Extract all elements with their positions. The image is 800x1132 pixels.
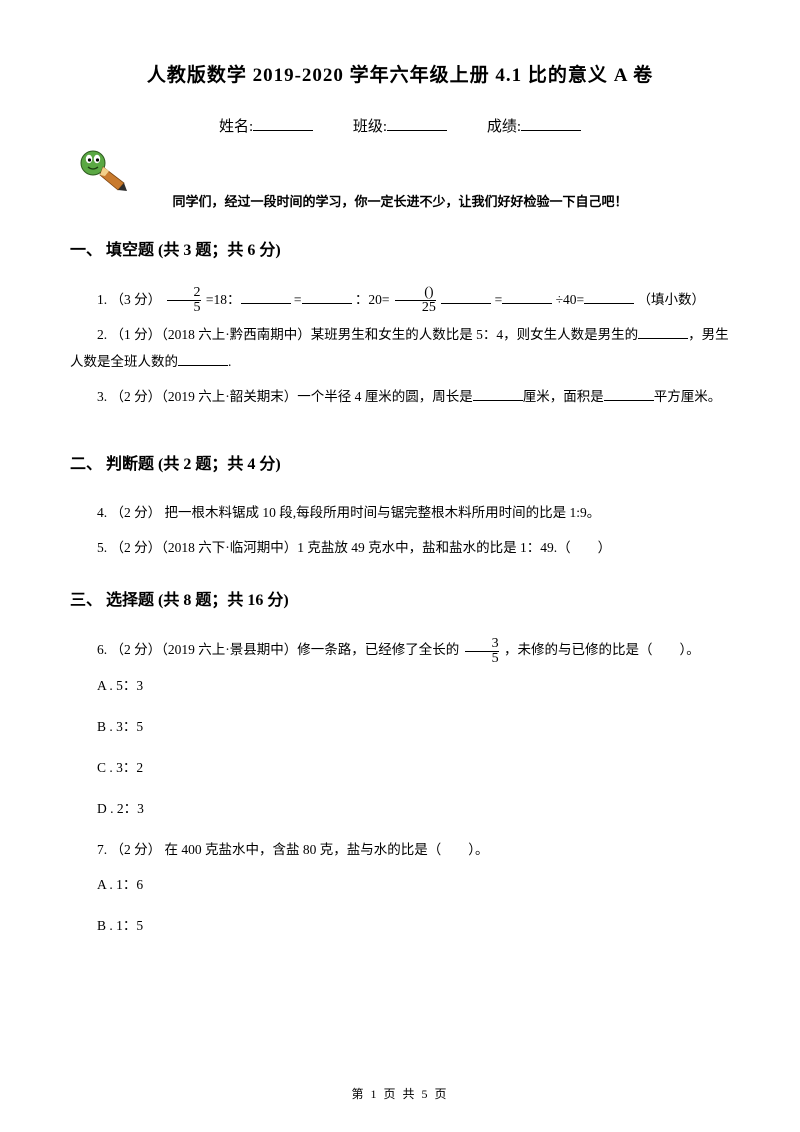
question-3: 3. （2 分）（2019 六上·韶关期末）一个半径 4 厘米的圆，周长是厘米，…	[70, 383, 730, 410]
pencil-icon	[78, 145, 128, 198]
q1-blank-3[interactable]	[441, 290, 491, 305]
page-footer: 第 1 页 共 5 页	[0, 1085, 800, 1102]
score-label: 成绩:	[487, 119, 521, 135]
section-2-head: 二、 判断题 (共 2 题；共 4 分)	[70, 450, 730, 474]
q2-blank-1[interactable]	[638, 325, 688, 340]
intro-text: 同学们，经过一段时间的学习，你一定长进不少，让我们好好检验一下自己吧！	[70, 191, 730, 210]
q3-blank-1[interactable]	[473, 387, 523, 402]
question-5: 5. （2 分）（2018 六下·临河期中）1 克盐放 49 克水中，盐和盐水的…	[70, 534, 730, 561]
class-label: 班级:	[353, 119, 387, 135]
meta-row: 姓名: 班级: 成绩:	[70, 115, 730, 136]
q6-option-b[interactable]: B . 3：5	[70, 713, 730, 740]
question-6: 6. （2 分）（2019 六上·景县期中）修一条路，已经修了全长的 3 5 ，…	[70, 635, 730, 665]
q1-blank-4[interactable]	[502, 290, 552, 305]
q1-blank-1[interactable]	[241, 290, 291, 305]
q6-option-c[interactable]: C . 3：2	[70, 754, 730, 781]
question-2: 2. （1 分）（2018 六上·黔西南期中）某班男生和女生的人数比是 5：4，…	[70, 321, 730, 375]
q1-prefix: 1. （3 分）	[97, 292, 165, 307]
class-blank[interactable]	[387, 115, 447, 131]
q2-blank-2[interactable]	[178, 352, 228, 367]
question-4: 4. （2 分） 把一根木料锯成 10 段,每段所用时间与锯完整根木料所用时间的…	[70, 499, 730, 526]
score-field[interactable]: 成绩:	[487, 115, 581, 136]
question-1: 1. （3 分） 2 5 =18： = ：20= () 25 = ÷40= （填…	[70, 285, 730, 315]
q1-fraction-2: () 25	[395, 286, 436, 315]
name-label: 姓名:	[219, 119, 253, 135]
q6-option-a[interactable]: A . 5：3	[70, 672, 730, 699]
section-1-head: 一、 填空题 (共 3 题；共 6 分)	[70, 236, 730, 260]
class-field[interactable]: 班级:	[353, 115, 447, 136]
q7-option-a[interactable]: A . 1：6	[70, 871, 730, 898]
name-blank[interactable]	[253, 115, 313, 131]
q1-blank-2[interactable]	[302, 290, 352, 305]
q6-fraction: 3 5	[465, 637, 499, 666]
q1-blank-5[interactable]	[584, 290, 634, 305]
page-title: 人教版数学 2019-2020 学年六年级上册 4.1 比的意义 A 卷	[70, 60, 730, 87]
q7-option-b[interactable]: B . 1：5	[70, 912, 730, 939]
q6-option-d[interactable]: D . 2：3	[70, 795, 730, 822]
name-field[interactable]: 姓名:	[219, 115, 313, 136]
score-blank[interactable]	[521, 115, 581, 131]
page: 人教版数学 2019-2020 学年六年级上册 4.1 比的意义 A 卷 姓名:…	[0, 0, 800, 1132]
question-7: 7. （2 分） 在 400 克盐水中，含盐 80 克，盐与水的比是（ ）。	[70, 836, 730, 863]
q3-blank-2[interactable]	[604, 387, 654, 402]
section-3-head: 三、 选择题 (共 8 题；共 16 分)	[70, 586, 730, 610]
q1-fraction-1: 2 5	[167, 286, 201, 315]
